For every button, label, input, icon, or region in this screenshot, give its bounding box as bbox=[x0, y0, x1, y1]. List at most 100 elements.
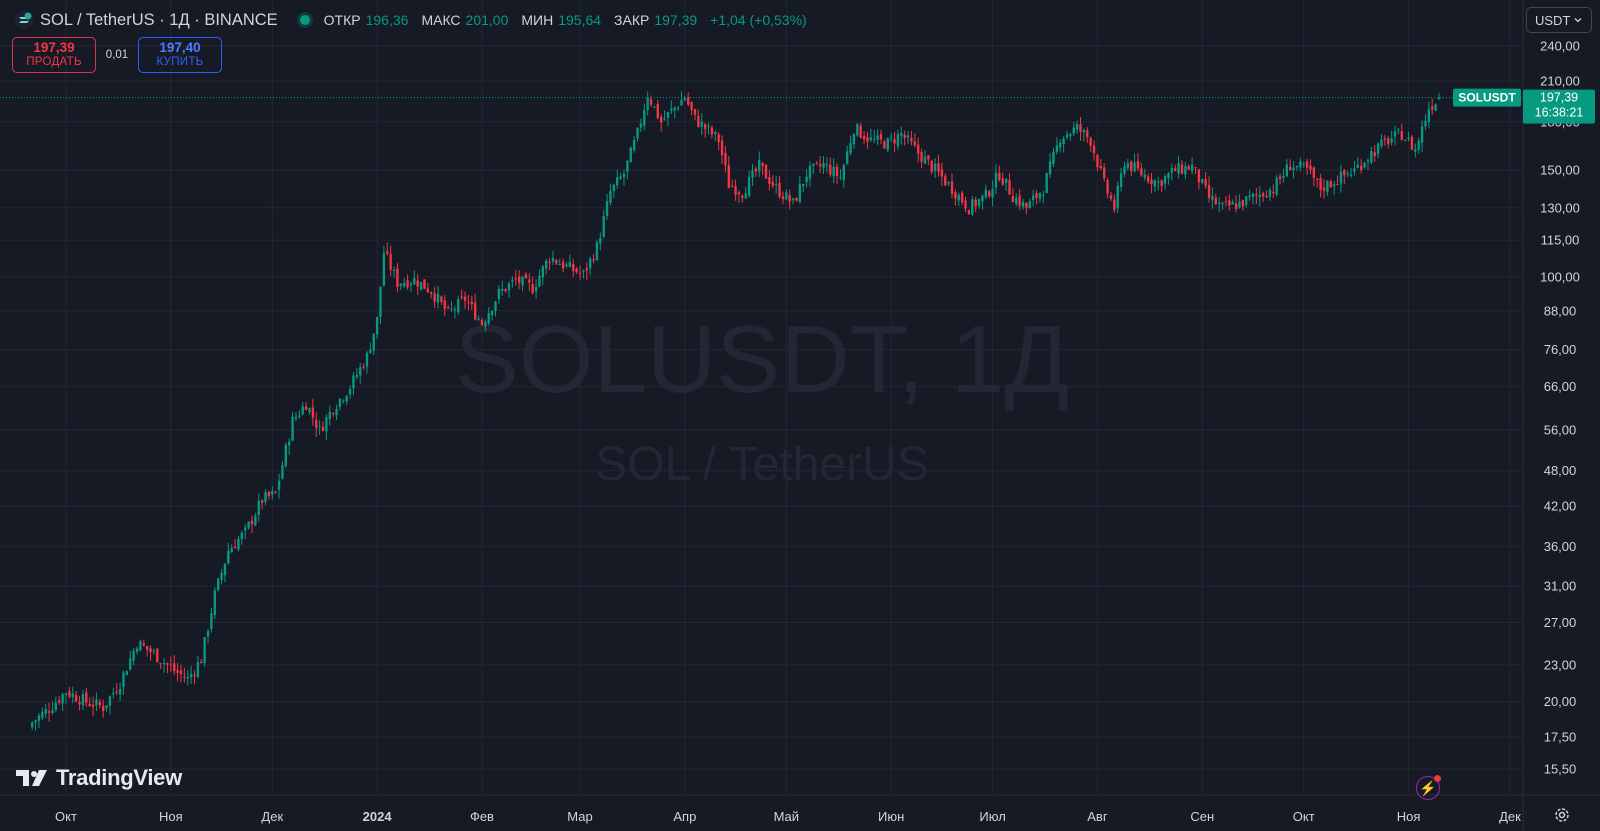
y-tick-label: 36,00 bbox=[1544, 539, 1577, 554]
x-tick-label: Окт bbox=[1293, 809, 1315, 824]
candle bbox=[1403, 139, 1407, 142]
candle bbox=[1370, 146, 1373, 165]
candle bbox=[257, 493, 260, 522]
buy-button[interactable]: 197,40 КУПИТЬ bbox=[138, 37, 222, 73]
candle bbox=[179, 664, 183, 683]
sell-button[interactable]: 197,39 ПРОДАТЬ bbox=[12, 37, 96, 73]
candle bbox=[1028, 198, 1031, 209]
market-status-icon[interactable] bbox=[299, 15, 310, 25]
candle bbox=[832, 158, 835, 184]
candle bbox=[747, 170, 751, 198]
candle bbox=[98, 698, 102, 709]
candle bbox=[971, 195, 974, 217]
candle bbox=[71, 686, 74, 704]
candle bbox=[490, 310, 494, 321]
candle bbox=[643, 103, 646, 131]
candle bbox=[477, 315, 480, 322]
tradingview-logo-text: TradingView bbox=[56, 765, 182, 790]
candle bbox=[964, 196, 967, 213]
bolt-icon[interactable]: ⚡ bbox=[1416, 775, 1441, 800]
candle bbox=[900, 126, 903, 145]
y-tick-label: 130,00 bbox=[1540, 200, 1580, 215]
y-tick-label: 210,00 bbox=[1540, 74, 1580, 89]
candle bbox=[1059, 139, 1062, 153]
low-value: 195,64 bbox=[558, 12, 602, 28]
candle bbox=[927, 155, 930, 166]
currency-selector[interactable]: USDT bbox=[1526, 7, 1592, 33]
candle bbox=[605, 193, 609, 220]
candle bbox=[703, 123, 707, 138]
candle bbox=[254, 512, 257, 527]
candle bbox=[416, 273, 419, 295]
candle bbox=[626, 160, 629, 180]
candle bbox=[528, 273, 531, 292]
candle bbox=[578, 265, 582, 280]
candle bbox=[176, 662, 179, 682]
candle bbox=[304, 402, 308, 410]
candle bbox=[835, 163, 839, 184]
gear-icon[interactable] bbox=[1553, 806, 1571, 824]
candle bbox=[152, 648, 156, 655]
candle bbox=[960, 190, 964, 205]
candle bbox=[487, 307, 490, 326]
candle bbox=[125, 670, 129, 676]
candle bbox=[494, 300, 497, 317]
candle bbox=[768, 170, 771, 191]
candle bbox=[829, 157, 832, 178]
symbol-title[interactable]: SOL / TetherUS · 1Д · BINANCE bbox=[40, 10, 278, 29]
candle bbox=[227, 542, 230, 565]
candle bbox=[402, 278, 406, 289]
tradingview-logo[interactable]: TradingView bbox=[16, 765, 182, 791]
candle bbox=[1190, 157, 1194, 175]
candle bbox=[683, 95, 687, 102]
candle bbox=[335, 404, 338, 421]
sol-logo-icon[interactable] bbox=[14, 10, 34, 30]
candle bbox=[1414, 143, 1417, 158]
candle bbox=[288, 438, 291, 455]
candle bbox=[771, 175, 774, 189]
candle bbox=[1099, 158, 1102, 170]
tag-countdown: 16:38:21 bbox=[1535, 106, 1584, 120]
candle bbox=[132, 648, 135, 666]
candle bbox=[1356, 157, 1360, 169]
candle bbox=[612, 183, 616, 199]
candle bbox=[1261, 191, 1265, 203]
candle bbox=[34, 719, 37, 731]
x-tick-label: Июл bbox=[979, 809, 1005, 824]
candle bbox=[274, 490, 277, 494]
candle bbox=[260, 499, 264, 510]
candle bbox=[744, 187, 747, 199]
candle bbox=[1214, 193, 1217, 205]
x-tick-label: 2024 bbox=[363, 809, 393, 824]
candle bbox=[1052, 147, 1055, 167]
candle bbox=[162, 657, 166, 673]
candle bbox=[856, 123, 859, 137]
candle bbox=[906, 131, 910, 145]
candle bbox=[115, 683, 118, 695]
candle bbox=[751, 163, 754, 187]
candle bbox=[700, 113, 703, 136]
y-tick-label: 66,00 bbox=[1544, 379, 1577, 394]
candle bbox=[1437, 92, 1441, 100]
x-tick-label: Май bbox=[774, 809, 799, 824]
candle bbox=[676, 105, 680, 112]
x-tick-label: Ноя bbox=[159, 809, 183, 824]
candle bbox=[646, 91, 649, 116]
candle bbox=[247, 521, 250, 530]
candle bbox=[933, 158, 937, 178]
candle bbox=[1258, 186, 1261, 207]
candle bbox=[365, 350, 369, 374]
candle bbox=[1265, 190, 1268, 198]
candle bbox=[1393, 125, 1397, 146]
candle bbox=[1424, 114, 1427, 131]
candle bbox=[497, 285, 501, 304]
candle bbox=[802, 183, 805, 193]
x-tick-label: Сен bbox=[1190, 809, 1214, 824]
candle bbox=[774, 175, 778, 194]
candle bbox=[923, 150, 927, 164]
candle bbox=[886, 137, 889, 153]
candle bbox=[690, 101, 693, 116]
candle bbox=[551, 251, 555, 265]
high-label: МАКС bbox=[421, 12, 461, 28]
